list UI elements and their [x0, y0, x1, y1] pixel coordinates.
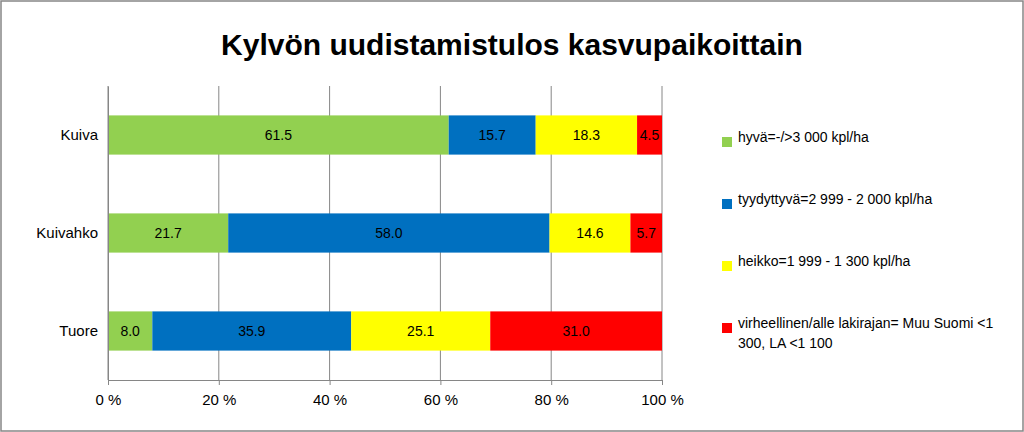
- y-tick: Kuivahko: [36, 224, 108, 241]
- legend-label: virheellinen/alle lakirajan= Muu Suomi <…: [738, 315, 993, 351]
- bar: [536, 115, 637, 154]
- legend-label: tyydyttyvä=2 999 - 2 000 kpl/ha: [738, 191, 932, 207]
- x-axis-line: [109, 380, 663, 381]
- legend-label-line: 300, LA <1 100: [738, 335, 833, 351]
- x-tick-label: 0 %: [96, 391, 122, 408]
- legend-label-line: virheellinen/alle lakirajan= Muu Suomi <…: [738, 315, 993, 331]
- data-label: 31.0: [563, 323, 590, 339]
- data-label: 35.9: [238, 323, 265, 339]
- bar: [152, 311, 351, 350]
- data-label: 14.6: [576, 225, 603, 241]
- bar: [351, 311, 490, 350]
- grid-line: [108, 86, 109, 380]
- bar: [108, 115, 449, 154]
- x-tick-mark: [440, 380, 441, 385]
- x-tick-mark: [551, 380, 552, 385]
- data-label: 15.7: [479, 127, 506, 143]
- x-tick-mark: [662, 380, 663, 385]
- data-label: 8.0: [120, 323, 140, 339]
- bar: [228, 213, 549, 252]
- y-tick-label: Kuiva: [60, 126, 98, 143]
- legend-label: heikko=1 999 - 1 300 kpl/ha: [738, 253, 911, 269]
- y-axis-line: [108, 87, 109, 381]
- chart-title: Kylvön uudistamistulos kasvupaikoittain: [221, 28, 803, 61]
- legend: hyvä=-/>3 000 kpl/ha tyydyttyvä=2 999 - 2…: [722, 129, 993, 351]
- x-tick: 40 %: [313, 380, 347, 408]
- x-tick-label: 20 %: [202, 391, 236, 408]
- y-axis: Kuiva Kuivahko Tuore: [36, 87, 108, 381]
- bar: [490, 311, 662, 350]
- data-label: 21.7: [154, 225, 181, 241]
- chart-frame: [1, 1, 1023, 431]
- y-tick-label: Tuore: [59, 322, 98, 339]
- legend-label-line: tyydyttyvä=2 999 - 2 000 kpl/ha: [738, 191, 932, 207]
- x-tick-mark: [219, 380, 220, 385]
- data-label: 58.0: [375, 225, 402, 241]
- legend-swatch: [722, 323, 732, 333]
- bar: [637, 115, 662, 154]
- legend-label-line: heikko=1 999 - 1 300 kpl/ha: [738, 253, 911, 269]
- x-tick-label: 40 %: [313, 391, 347, 408]
- x-tick-label: 100 %: [641, 391, 684, 408]
- x-tick-mark: [108, 380, 109, 385]
- chart-svg: Kylvön uudistamistulos kasvupaikoittain 6…: [0, 0, 1024, 432]
- x-tick: 0 %: [96, 380, 122, 408]
- data-labels: 61.5 15.7 18.3 4.5 21.7 58.0 14.6 5.7 8.0 35.9 25.…: [120, 127, 659, 339]
- legend-swatch: [722, 199, 732, 209]
- legend-label-line: hyvä=-/>3 000 kpl/ha: [738, 129, 869, 145]
- x-tick: 20 %: [202, 380, 236, 408]
- data-label: 4.5: [640, 127, 660, 143]
- data-label: 61.5: [265, 127, 292, 143]
- data-label: 18.3: [573, 127, 600, 143]
- y-tick-label: Kuivahko: [36, 224, 98, 241]
- x-tick-mark: [330, 380, 331, 385]
- x-tick: 100 %: [641, 380, 684, 408]
- x-tick-label: 80 %: [535, 391, 569, 408]
- x-axis: 0 % 20 % 40 % 60 % 80 % 100 %: [96, 380, 684, 408]
- data-label: 25.1: [407, 323, 434, 339]
- x-tick: 80 %: [535, 380, 569, 408]
- bar: [550, 213, 631, 252]
- legend-label: hyvä=-/>3 000 kpl/ha: [738, 129, 869, 145]
- bar: [108, 311, 152, 350]
- y-tick: Tuore: [59, 322, 108, 339]
- bar: [108, 213, 228, 252]
- data-label: 5.7: [636, 225, 656, 241]
- legend-swatch: [722, 137, 732, 147]
- legend-swatch: [722, 261, 732, 271]
- x-tick-label: 60 %: [424, 391, 458, 408]
- y-tick: Kuiva: [60, 126, 108, 143]
- bar: [449, 115, 536, 154]
- bar: [630, 213, 662, 252]
- x-tick: 60 %: [424, 380, 458, 408]
- grid: [108, 86, 662, 380]
- bars: [108, 115, 662, 350]
- chart-container: Kylvön uudistamistulos kasvupaikoittain 6…: [0, 0, 1024, 432]
